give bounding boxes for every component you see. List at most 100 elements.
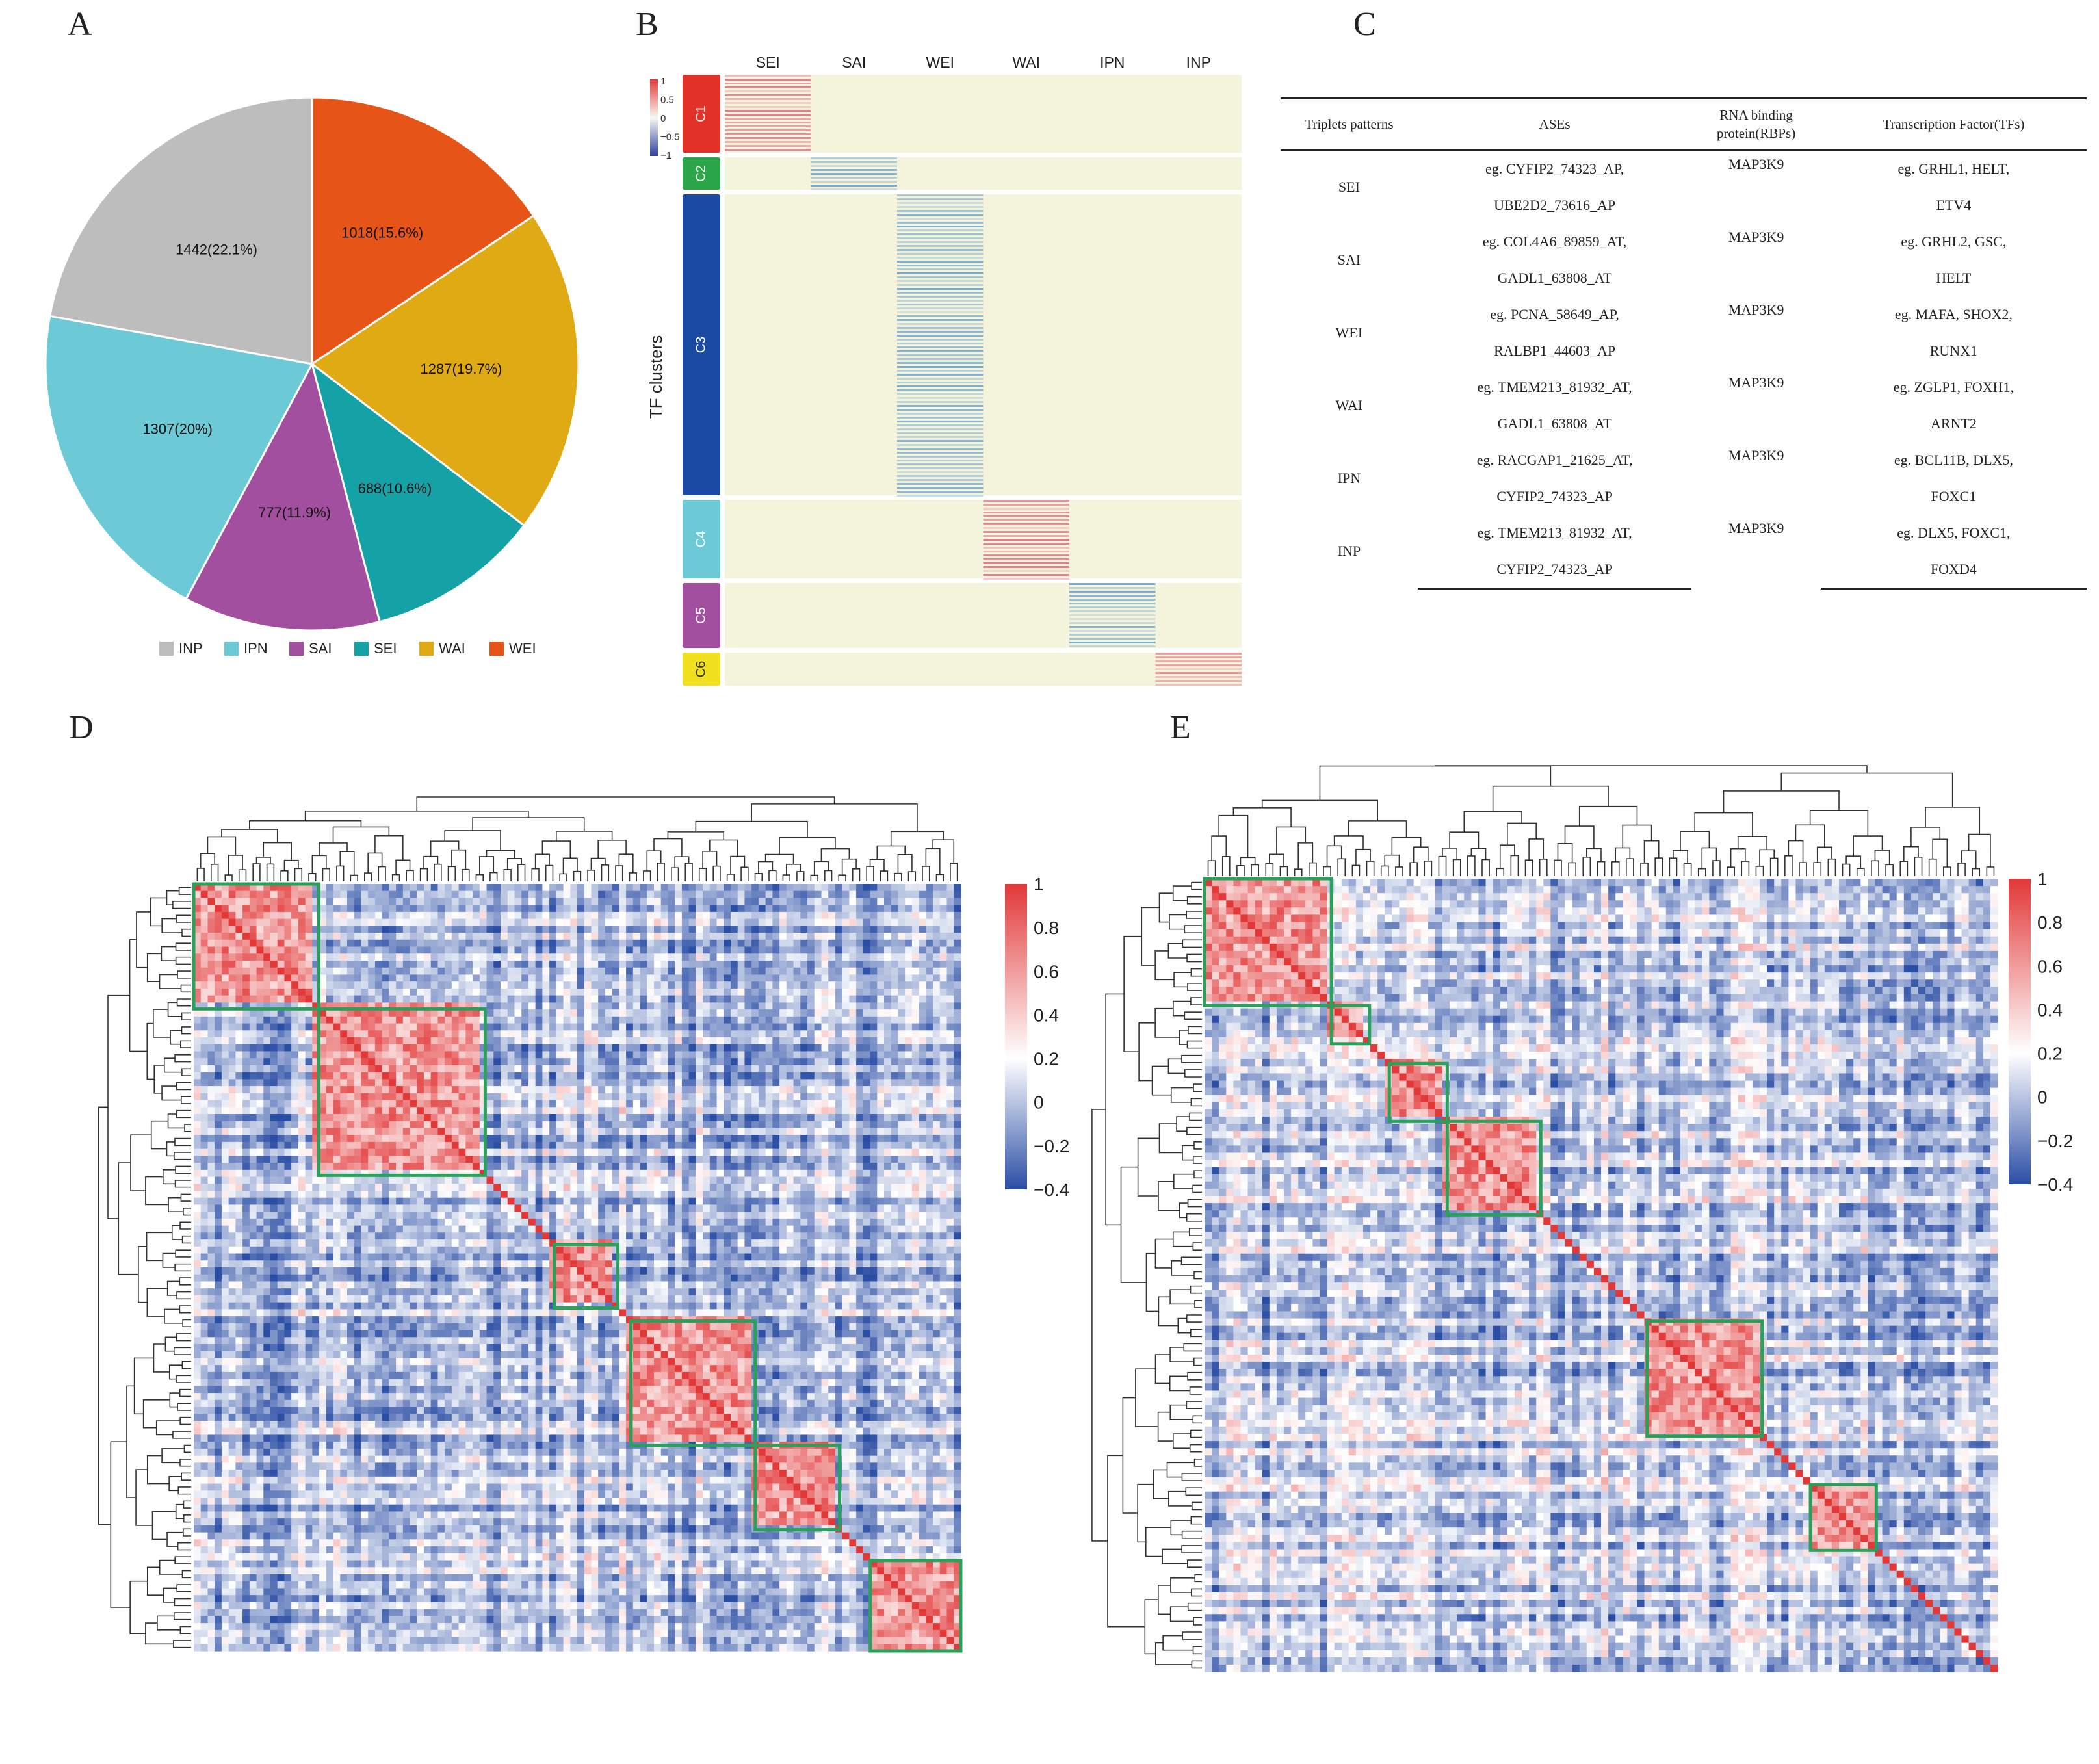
heat-stripe [897, 241, 984, 243]
heat-stripe [811, 177, 897, 179]
heat-stripe [897, 237, 984, 239]
legend-tick: −0.5 [660, 132, 680, 143]
pie-slice-sei [310, 361, 526, 623]
pie-slice-wei [311, 96, 535, 366]
pattern-cell: INP [1281, 515, 1418, 589]
triplets-table: Triplets patterns ASEs RNA binding prote… [1281, 97, 2087, 590]
pie-slice-wai [310, 214, 580, 527]
heat-stripe [983, 504, 1069, 506]
heat-stripe [897, 413, 984, 415]
heat-stripe [897, 456, 984, 458]
legend-label-inp: INP [179, 640, 203, 656]
heat-stripe [897, 362, 984, 364]
heat-stripe [897, 249, 984, 251]
heat-stripe [897, 424, 984, 426]
pie-chart: 1018(15.6%) 1287(19.7%) 688(10.6%) 777(11.9… [44, 96, 580, 656]
cluster-box-2 [317, 1007, 487, 1177]
heat-stripe [725, 83, 811, 84]
cluster-box-5 [753, 1444, 842, 1532]
heat-stripe [897, 417, 984, 419]
pattern-cell: SEI [1281, 150, 1418, 224]
legend-tick: 1 [1034, 874, 1044, 894]
heat-stripe [1069, 606, 1156, 608]
legend-label-wei: WEI [509, 640, 536, 656]
heat-stripe [983, 566, 1069, 568]
legend-swatch-ipn [224, 642, 239, 656]
pie-label-inp: 1442(22.1%) [176, 242, 257, 258]
heat-stripe [897, 268, 984, 270]
heat-stripe [897, 397, 984, 399]
legend-tick: 1 [2037, 869, 2048, 889]
correlation-heatmap-d: 1 0.8 0.6 0.4 0.2 0 −0.2 −0.4 [98, 796, 1069, 1653]
heat-stripe [1069, 645, 1156, 647]
panel-label-c: C [1353, 5, 1376, 44]
heat-stripe [1155, 676, 1242, 678]
legend-tick: 0.4 [1034, 1005, 1059, 1025]
heat-stripe [811, 173, 897, 175]
heat-stripe [983, 531, 1069, 533]
legend-label-sei: SEI [374, 640, 397, 656]
panel-label-e: E [1170, 708, 1191, 747]
cluster-box-1 [192, 882, 320, 1011]
cluster-box-2 [1329, 1004, 1372, 1046]
ase-cell: CYFIP2_74323_AP [1417, 551, 1692, 590]
heat-stripe [983, 527, 1069, 529]
cluster-box-3 [1387, 1061, 1449, 1123]
heat-stripe [1069, 610, 1156, 612]
heat-stripe [897, 475, 984, 477]
legend-swatch-wei [489, 642, 504, 656]
heat-stripe [897, 257, 984, 259]
heat-stripe [897, 327, 984, 329]
header-ases: ASEs [1417, 97, 1692, 151]
cluster-box-4 [629, 1319, 757, 1447]
legend-tick: −0.4 [1034, 1180, 1069, 1200]
pie-slice-ipn [44, 315, 314, 601]
cluster-block-c6 [725, 653, 1242, 686]
cluster-box-4 [1445, 1119, 1543, 1217]
tf-cell: FOXD4 [1820, 551, 2087, 590]
tf-cluster-heatmap: SEI SAI WEI WAI IPN INP C1 C2 C3 C4 C5 C6 TF cluster… [646, 54, 1242, 686]
cluster-bar-c5 [683, 583, 720, 648]
heat-stripe [983, 574, 1069, 576]
heat-stripe [897, 409, 984, 411]
correlation-heatmap-e: 1 0.8 0.6 0.4 0.2 0 −0.2 −0.4 [1091, 765, 2073, 1672]
cluster-box-5 [1645, 1319, 1764, 1438]
heat-stripe [1155, 664, 1242, 666]
heat-stripe [811, 165, 897, 167]
heat-stripe [725, 141, 811, 143]
cluster-label-c6: C6 [694, 661, 708, 678]
pattern-cell: WEI [1281, 296, 1418, 369]
cluster-block-c3 [725, 194, 1242, 495]
heat-stripe [897, 421, 984, 422]
rbp-cell: MAP3K9 [1691, 296, 1820, 369]
heat-stripe [983, 547, 1069, 549]
ase-cell: GADL1_63808_AT [1418, 260, 1692, 296]
heat-stripe [897, 382, 984, 383]
heat-stripe [1069, 626, 1156, 628]
table-row: CYFIP2_74323_AP FOXD4 [1281, 551, 2087, 590]
cluster-box-6 [1808, 1483, 1878, 1552]
heat-stripe [1069, 642, 1156, 643]
table-row: UBE2D2_73616_AP ETV4 [1281, 187, 2087, 224]
heat-stripe [897, 214, 984, 216]
heat-stripe [897, 296, 984, 298]
pie-label-sei: 688(10.6%) [358, 480, 432, 497]
table-row: WAI eg. TMEM213_81932_AT, MAP3K9 eg. ZGLP1,… [1281, 369, 2087, 413]
tf-cell: eg. ZGLP1, FOXH1, [1821, 369, 2087, 406]
heat-stripe [897, 354, 984, 356]
heat-stripe [725, 98, 811, 100]
heat-stripe [897, 487, 984, 489]
legend-tick: 0.5 [660, 95, 674, 106]
heat-stripe [897, 288, 984, 290]
cluster-label-c5: C5 [694, 607, 708, 624]
heat-stripe [897, 343, 984, 344]
color-legend-bar [2009, 879, 2031, 1184]
heat-stripe [811, 161, 897, 163]
heat-stripe [897, 222, 984, 224]
heat-stripe [897, 276, 984, 278]
pattern-cell: SAI [1281, 224, 1418, 296]
color-legend-bar [650, 79, 658, 156]
legend-tick: −0.2 [2037, 1131, 2073, 1151]
heat-stripe [897, 307, 984, 309]
cluster-box-3 [553, 1243, 620, 1310]
